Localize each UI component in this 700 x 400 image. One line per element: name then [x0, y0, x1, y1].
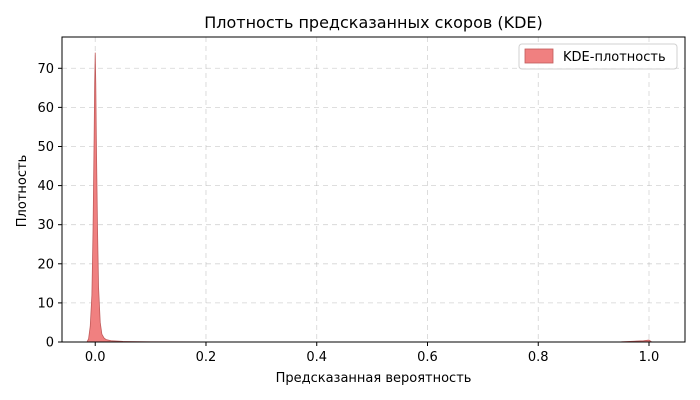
x-tick-label: 0.8 [528, 350, 549, 365]
y-tick-label: 60 [37, 101, 54, 116]
y-tick-label: 70 [37, 62, 54, 77]
plot-axes [61, 36, 686, 343]
legend: KDE-плотность [518, 43, 678, 70]
y-tick-label: 10 [37, 296, 54, 311]
x-axis-ticks: 0.0 0.2 0.4 0.6 0.8 1.0 [85, 342, 659, 365]
x-axis-label: Предсказанная вероятность [276, 371, 472, 386]
grid-lines [62, 37, 685, 343]
y-tick-label: 20 [37, 257, 54, 272]
legend-swatch [524, 48, 554, 64]
y-tick-label: 50 [37, 140, 54, 155]
y-tick-label: 30 [37, 218, 54, 233]
plot-frame [61, 36, 686, 343]
x-tick-label: 0.6 [417, 350, 438, 365]
kde-area-series [86, 52, 654, 343]
x-tick-label: 1.0 [639, 350, 660, 365]
legend-label: KDE-плотность [563, 50, 666, 65]
x-tick-label: 0.0 [85, 350, 106, 365]
x-tick-label: 0.2 [196, 350, 217, 365]
chart-title: Плотность предсказанных скоров (KDE) [204, 13, 543, 32]
x-tick-label: 0.4 [306, 350, 327, 365]
y-axis-ticks: 0 10 20 30 40 50 60 70 [37, 62, 62, 351]
y-tick-label: 0 [46, 336, 54, 351]
kde-area [86, 52, 654, 343]
legend-box [518, 43, 678, 70]
y-axis-label: Плотность [15, 155, 30, 227]
y-tick-label: 40 [37, 179, 54, 194]
